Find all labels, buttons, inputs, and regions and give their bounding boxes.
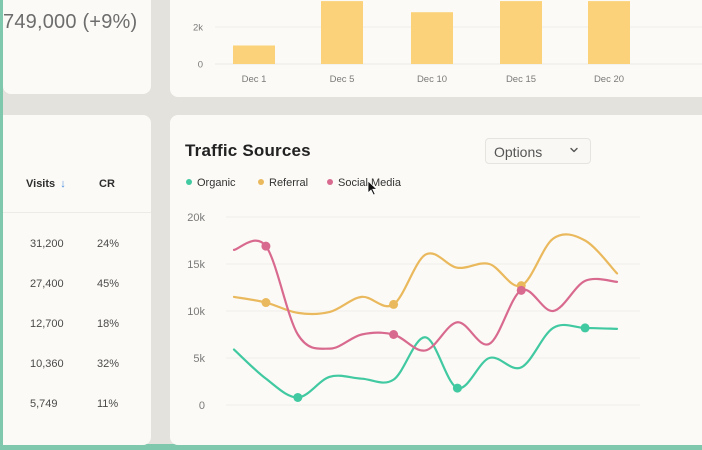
table-header-visits[interactable]: Visits ↓ xyxy=(26,178,66,190)
bar-chart-card: 0 2k Dec 1 Dec 5 Dec 10 Dec 15 Dec 20 xyxy=(170,0,702,97)
bar-y-tick: 0 xyxy=(198,60,203,71)
bar[interactable] xyxy=(411,12,453,64)
legend-social-media-dot xyxy=(327,179,333,186)
table-cell-cr: 32% xyxy=(97,358,120,370)
bar[interactable] xyxy=(321,1,363,65)
table-card xyxy=(3,115,151,445)
bar[interactable] xyxy=(588,1,630,65)
bar-x-tick: Dec 15 xyxy=(506,74,536,85)
table-cell-visits: 5,749 xyxy=(30,398,58,410)
bar-x-tick: Dec 20 xyxy=(594,74,624,85)
bar-chart: 0 2k Dec 1 Dec 5 Dec 10 Dec 15 Dec 20 xyxy=(193,1,702,85)
legend-organic-dot xyxy=(186,179,192,186)
legend-referral-dot xyxy=(258,179,264,186)
table-header-cr[interactable]: CR xyxy=(99,178,115,190)
bar-y-tick: 2k xyxy=(193,23,203,34)
legend-organic[interactable]: Organic xyxy=(186,177,236,189)
bar-x-tick: Dec 10 xyxy=(417,74,447,85)
kpi-card: 749,000 (+9%) xyxy=(3,0,151,94)
table-cell-cr: 24% xyxy=(97,238,120,250)
mouse-cursor-icon xyxy=(367,180,379,196)
table-cell-visits: 10,360 xyxy=(30,358,64,370)
table-cell-cr: 11% xyxy=(97,398,119,410)
legend-referral[interactable]: Referral xyxy=(258,177,308,189)
table-cell-visits: 27,400 xyxy=(30,278,64,290)
kpi-value: 749,000 (+9%) xyxy=(3,11,138,33)
sort-down-icon[interactable]: ↓ xyxy=(60,178,66,190)
traffic-title: Traffic Sources xyxy=(185,141,311,160)
table-cell-cr: 45% xyxy=(97,278,120,290)
bar[interactable] xyxy=(500,1,542,65)
bar-x-tick: Dec 1 xyxy=(242,74,267,85)
table-cell-visits: 12,700 xyxy=(30,318,64,330)
legend-social-media[interactable]: Social Media xyxy=(327,177,401,189)
bar[interactable] xyxy=(233,45,275,65)
table-header-divider xyxy=(3,212,151,213)
options-label: Options xyxy=(494,144,543,160)
chevron-down-icon xyxy=(570,147,578,153)
table-cell-visits: 31,200 xyxy=(30,238,64,250)
options-dropdown[interactable]: Options xyxy=(485,138,591,164)
bar-x-tick: Dec 5 xyxy=(330,74,355,85)
table-cell-cr: 18% xyxy=(97,318,120,330)
traffic-card xyxy=(170,115,702,445)
